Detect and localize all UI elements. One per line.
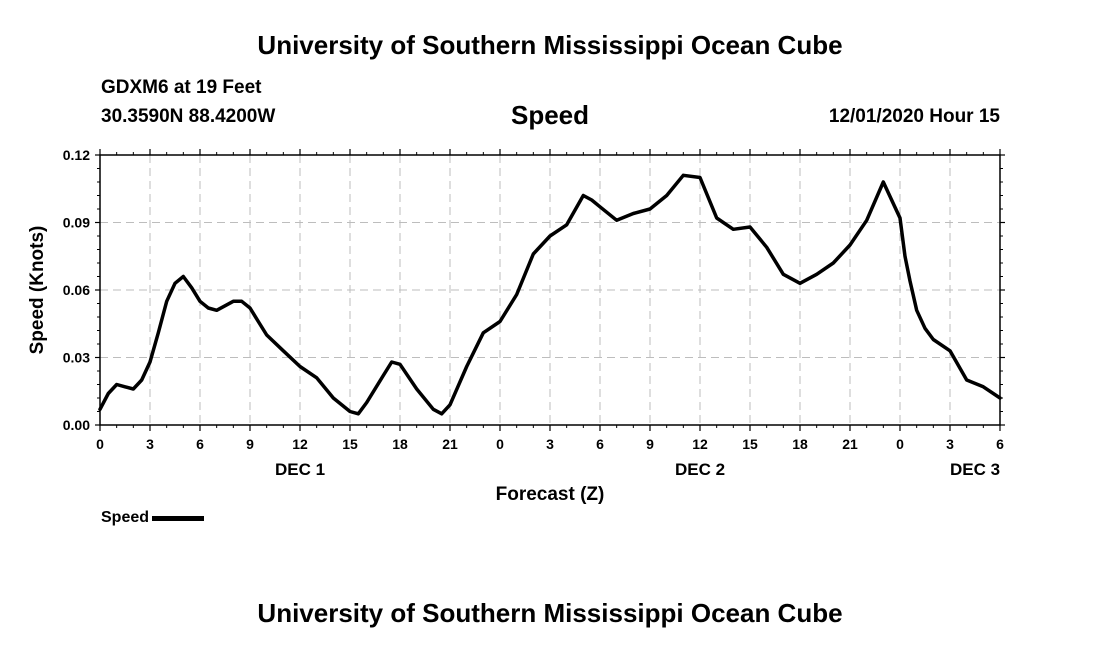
x-tick-label: 15 [742,436,758,452]
series-line-speed [98,173,1002,416]
page-title: University of Southern Mississippi Ocean… [257,30,843,60]
x-tick-label: 3 [146,436,154,452]
x-tick-label: 6 [996,436,1004,452]
y-tick-label: 0.09 [63,215,90,231]
x-tick-label: 6 [196,436,204,452]
y-axis-label: Speed (Knots) [27,226,48,355]
x-tick-label: 0 [496,436,504,452]
coordinates-label: 30.3590N 88.4200W [101,106,276,127]
series-layer [98,173,1002,416]
x-tick-label: 18 [392,436,408,452]
x-tick-label: 3 [546,436,554,452]
station-label: GDXM6 at 19 Feet [101,77,262,98]
x-tick-label: 15 [342,436,358,452]
y-tick-label: 0.06 [63,282,90,298]
footer-title: University of Southern Mississippi Ocean… [257,598,843,628]
timestamp-label: 12/01/2020 Hour 15 [828,106,1000,127]
plot-frame [99,154,1001,426]
legend-swatch [152,515,205,521]
grid-lines [100,155,1000,425]
x-tick-label: 21 [442,436,458,452]
date-label: DEC 3 [950,460,1000,479]
axes: 0.00 0.03 0.06 0.09 0.12 0 3 6 9 12 15 18 21 0 3 6 9 12 15… [63,147,1005,479]
y-tick-label: 0.12 [63,147,90,163]
y-tick-label: 0.00 [63,417,90,433]
x-tick-label: 3 [946,436,954,452]
x-tick-label: 18 [792,436,808,452]
chart-title: Speed [510,100,590,130]
x-tick-label: 12 [292,436,308,452]
y-tick-label: 0.03 [63,350,90,366]
legend-label: Speed [101,509,150,526]
x-tick-label: 9 [246,436,254,452]
x-axis-label: Forecast (Z) [496,484,605,505]
x-tick-label: 9 [646,436,654,452]
x-tick-label: 0 [896,436,904,452]
legend: Speed [101,509,205,527]
x-tick-label: 6 [596,436,604,452]
x-tick-label: 0 [96,436,104,452]
date-label: DEC 2 [675,460,725,479]
date-label: DEC 1 [275,460,325,479]
x-tick-label: 12 [692,436,708,452]
x-tick-label: 21 [842,436,858,452]
